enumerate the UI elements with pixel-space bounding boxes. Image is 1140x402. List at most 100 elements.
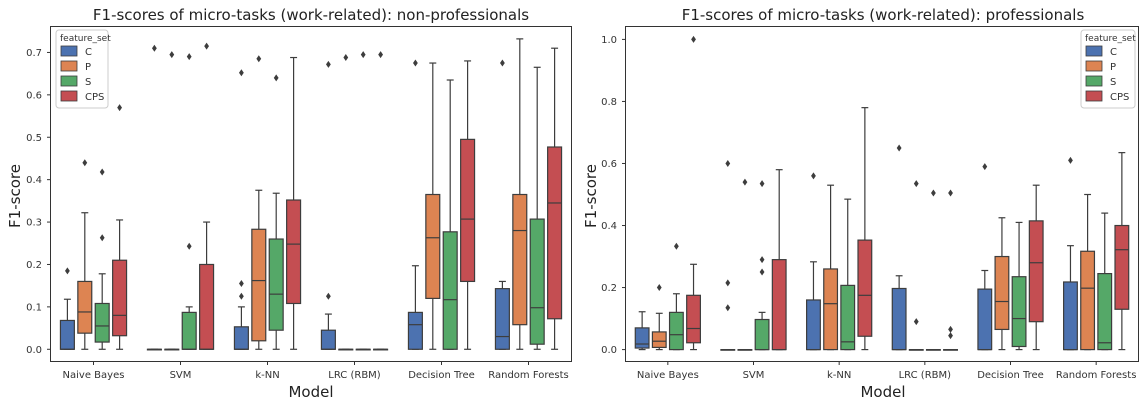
legend-swatch-s	[1085, 75, 1103, 87]
outlier-point	[948, 332, 953, 340]
outlier-point	[169, 51, 175, 59]
box-s-4	[442, 79, 458, 350]
x-axis-label-right: Model	[860, 383, 905, 401]
box-p-2	[823, 184, 839, 351]
box-body	[651, 331, 667, 349]
outlier-point	[913, 180, 919, 188]
outlier-point	[725, 304, 731, 312]
outlier-point	[239, 292, 244, 300]
legend-swatch-c	[1085, 45, 1103, 57]
y-tick-label: 0.5	[26, 133, 42, 144]
outlier-point	[186, 242, 192, 250]
box-c-1	[146, 44, 162, 351]
y-tick-label: 0.2	[26, 260, 42, 271]
box-body	[320, 329, 336, 350]
box-cps-0	[686, 35, 701, 351]
outlier-point	[326, 292, 331, 300]
outlier-point	[99, 168, 105, 176]
box-body	[425, 193, 441, 299]
y-tick-label: 1.0	[601, 35, 617, 46]
y-tick-label: 0.1	[26, 302, 42, 313]
legend-label-s: S	[1110, 77, 1116, 88]
box-p-1	[164, 51, 180, 351]
outlier-point	[1068, 156, 1073, 164]
outlier-point	[674, 242, 679, 250]
box-body	[1080, 250, 1096, 351]
box-cps-4	[1028, 184, 1044, 351]
box-p-5	[1080, 193, 1096, 351]
box-cps-5	[547, 47, 563, 350]
box-c-5	[1063, 156, 1078, 351]
y-tick-label: 0.4	[26, 175, 42, 186]
box-s-0	[94, 168, 110, 350]
box-s-5	[529, 66, 545, 350]
box-body	[823, 268, 839, 351]
legend-label-cps: CPS	[1110, 92, 1129, 103]
box-body	[891, 287, 907, 351]
box-body	[754, 318, 770, 351]
legend-swatch-c	[60, 45, 78, 57]
legend-label-cps: CPS	[85, 92, 104, 103]
outlier-point	[360, 51, 366, 59]
box-body	[77, 280, 93, 334]
y-tick-label: 0.8	[601, 97, 617, 108]
outlier-point	[378, 51, 383, 59]
outlier-point	[948, 325, 953, 333]
box-p-5	[512, 38, 528, 350]
x-tick-label: Naive Bayes	[637, 370, 699, 381]
box-s-2	[840, 198, 856, 351]
y-tick-label: 0.0	[601, 345, 617, 356]
box-c-4	[977, 163, 993, 351]
box-body	[460, 138, 476, 283]
box-cps-1	[771, 169, 787, 351]
box-cps-2	[857, 107, 873, 351]
legend-swatch-p	[60, 60, 78, 72]
box-body	[512, 193, 528, 326]
legend-swatch-p	[1085, 60, 1103, 72]
box-p-4	[425, 62, 441, 350]
box-s-3	[355, 51, 371, 351]
plot-frame-left	[50, 26, 572, 362]
outlier-point	[500, 59, 505, 67]
box-s-4	[1011, 221, 1027, 351]
box-body	[840, 284, 856, 351]
box-cps-5	[1114, 152, 1130, 351]
y-tick-label: 0.6	[26, 90, 42, 101]
outlier-point	[742, 178, 748, 186]
box-cps-1	[199, 42, 215, 350]
box-s-1	[754, 180, 770, 351]
box-body	[1011, 276, 1027, 348]
box-cps-0	[112, 104, 128, 350]
plot-area-left: 0.0 0.1 0.2 0.3 0.4 0.5 0.6 0.7 Naive Bayes SVM k-…	[26, 38, 569, 381]
x-tick-label: SVM	[170, 370, 192, 381]
x-tick-label: k-NN	[255, 370, 279, 381]
x-tick-label: LRC (RBM)	[899, 370, 952, 381]
outlier-point	[99, 234, 105, 242]
box-body	[94, 302, 110, 343]
box-body	[286, 199, 302, 305]
box-c-4	[407, 59, 423, 350]
box-body	[407, 311, 423, 350]
outlier-point	[811, 172, 816, 180]
x-tick-label: Naive Bayes	[63, 370, 125, 381]
x-tick-label: Decision Tree	[977, 370, 1044, 381]
y-tick-label: 0.0	[26, 345, 42, 356]
outlier-point	[913, 318, 919, 326]
box-s-0	[668, 242, 684, 351]
outlier-point	[186, 53, 192, 61]
plot-frame-right	[625, 26, 1139, 362]
outlier-point	[725, 159, 731, 167]
outlier-point	[65, 267, 70, 275]
y-tick-label: 0.2	[601, 283, 617, 294]
box-body	[59, 319, 75, 350]
x-tick-label: Random Forests	[488, 370, 568, 381]
box-s-3	[925, 189, 941, 351]
box-p-3	[338, 54, 354, 351]
box-c-2	[233, 69, 249, 350]
box-body	[199, 263, 215, 350]
outlier-point	[152, 44, 157, 52]
y-axis-label-left: F1-score	[6, 164, 24, 228]
legend-title: feature_set	[1085, 34, 1136, 44]
outlier-point	[343, 54, 349, 62]
outlier-point	[82, 159, 88, 167]
